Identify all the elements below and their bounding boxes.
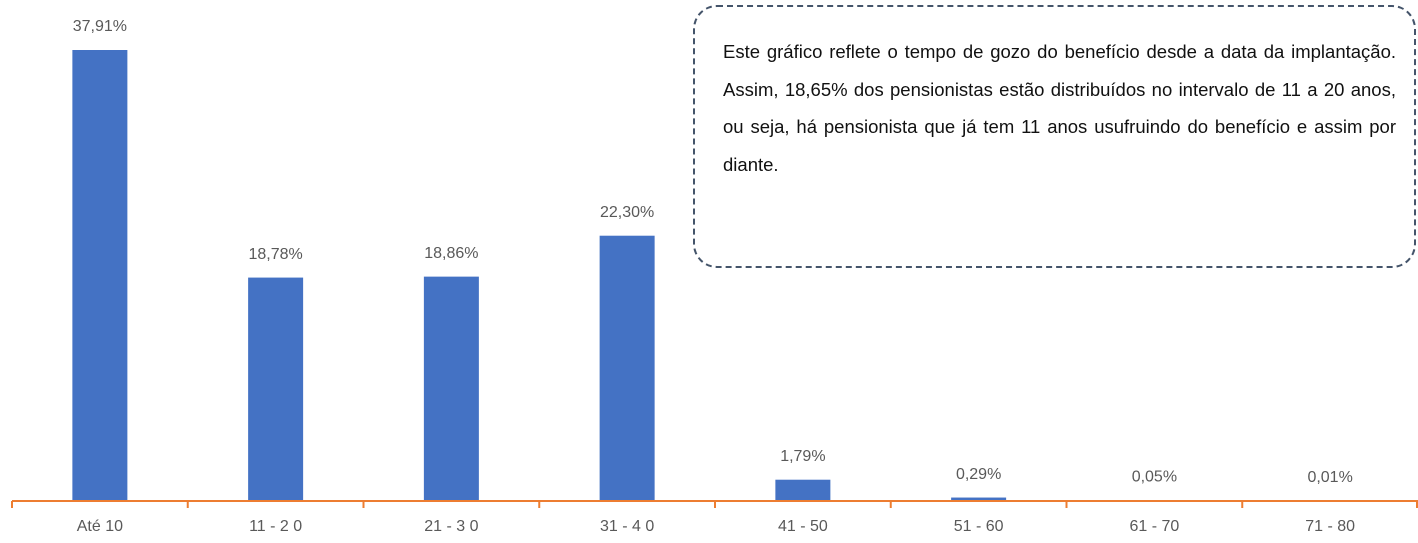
bar xyxy=(248,277,304,501)
annotation-box: Este gráfico reflete o tempo de gozo do … xyxy=(693,5,1416,268)
data-label: 1,79% xyxy=(780,448,825,465)
x-tick-label: 71 - 80 xyxy=(1305,518,1355,535)
bar xyxy=(423,276,479,501)
x-tick-label: Até 10 xyxy=(77,518,123,535)
data-label: 18,86% xyxy=(424,245,478,262)
x-tick-label: 41 - 50 xyxy=(778,518,828,535)
bar xyxy=(599,235,655,502)
x-tick-label: 61 - 70 xyxy=(1129,518,1179,535)
x-tick-label: 21 - 3 0 xyxy=(424,518,478,535)
data-label: 0,05% xyxy=(1132,469,1177,486)
x-tick-label: 11 - 2 0 xyxy=(249,518,302,535)
annotation: Este gráfico reflete o tempo de gozo do … xyxy=(723,41,1396,175)
bar xyxy=(72,50,128,501)
bar xyxy=(951,497,1007,501)
data-label: 0,01% xyxy=(1307,469,1352,486)
data-label: 0,29% xyxy=(956,466,1001,483)
data-label: 37,91% xyxy=(73,18,127,35)
x-tick-label: 31 - 4 0 xyxy=(600,518,654,535)
data-label: 22,30% xyxy=(600,204,654,221)
x-tick-label: 51 - 60 xyxy=(954,518,1004,535)
data-label: 18,78% xyxy=(248,246,302,263)
bar xyxy=(775,479,831,501)
